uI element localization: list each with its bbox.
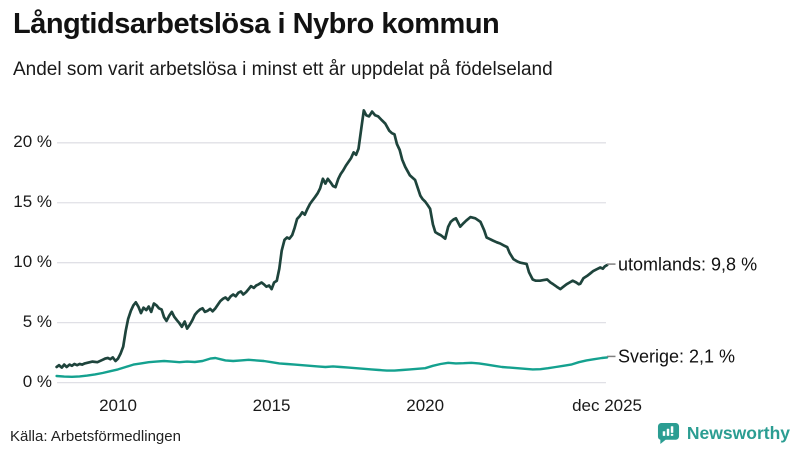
newsworthy-icon xyxy=(657,422,679,445)
gridlines xyxy=(57,142,606,384)
exclamation-icon xyxy=(670,426,674,433)
series-line-utomlands xyxy=(55,109,609,369)
x-axis-label: dec 2025 xyxy=(572,396,643,415)
y-axis-label: 5 % xyxy=(22,312,52,332)
x-axis-label: 2010 xyxy=(99,396,137,415)
y-axis-label: 10 % xyxy=(13,252,52,272)
y-axis-label: 0 % xyxy=(22,372,52,392)
chart-subtitle: Andel som varit arbetslösa i minst ett å… xyxy=(13,59,553,80)
exclamation-dot-icon xyxy=(670,433,674,436)
newsworthy-logo[interactable]: Newsworthy xyxy=(657,422,790,445)
source-note: Källa: Arbetsförmedlingen xyxy=(10,428,181,445)
newsworthy-wordmark: Newsworthy xyxy=(686,423,790,443)
label-dashes xyxy=(607,263,616,358)
bar-icon xyxy=(662,431,666,436)
series-lines xyxy=(55,109,609,378)
series-line-sverige xyxy=(55,356,609,378)
y-axis-label: 15 % xyxy=(13,192,52,212)
series-label-utomlands: utomlands: 9,8 % xyxy=(618,254,758,275)
y-axis-label: 20 % xyxy=(13,132,52,152)
bar-icon xyxy=(666,428,670,436)
x-axis-label: 2015 xyxy=(252,396,291,415)
x-axis-label: 2020 xyxy=(406,396,445,415)
chart-title: Långtidsarbetslösa i Nybro kommun xyxy=(13,8,500,40)
series-label-sverige: Sverige: 2,1 % xyxy=(618,346,736,367)
